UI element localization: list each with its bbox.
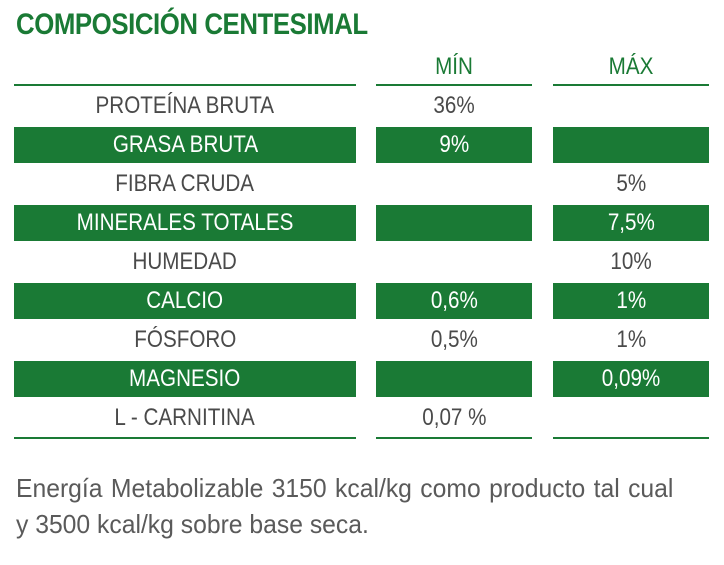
- row-max-value-text: 5%: [616, 170, 646, 197]
- row-min-value: [376, 166, 532, 202]
- row-label: FÓSFORO: [14, 322, 356, 358]
- row-min-value-text: 0,5%: [430, 326, 478, 353]
- row-min-value: 9%: [376, 127, 532, 163]
- divider-max-col-bottom: [553, 437, 709, 439]
- row-min-value-text: 9%: [439, 131, 469, 158]
- row-min-value: [376, 244, 532, 280]
- row-max-value-text: 0,09%: [601, 365, 661, 392]
- row-min-value: 36%: [376, 88, 532, 124]
- row-max-value-text: 1%: [616, 287, 646, 314]
- column-header-max: MÁX: [608, 53, 654, 80]
- row-max-value-text: 1%: [616, 326, 646, 353]
- divider-min-col: [376, 84, 532, 86]
- row-label-text: GRASA BRUTA: [112, 131, 258, 158]
- row-min-value-text: 0,07 %: [421, 404, 487, 431]
- row-max-value: [553, 88, 709, 124]
- row-label: PROTEÍNA BRUTA: [14, 88, 356, 124]
- energy-note: Energía Metabolizable 3150 kcal/kg como …: [16, 473, 674, 539]
- row-max-value: 0,09%: [553, 361, 709, 397]
- row-label-text: PROTEÍNA BRUTA: [95, 92, 275, 119]
- row-label-text: FIBRA CRUDA: [115, 170, 255, 197]
- divider-min-col-bottom: [376, 437, 532, 439]
- row-label-text: HUMEDAD: [132, 248, 238, 275]
- row-min-value-text: 36%: [433, 92, 475, 119]
- row-min-value-text: 0,6%: [430, 287, 478, 314]
- row-label: FIBRA CRUDA: [14, 166, 356, 202]
- row-max-value-text: 7,5%: [607, 209, 655, 236]
- row-label: CALCIO: [14, 283, 356, 319]
- row-label-text: CALCIO: [146, 287, 224, 314]
- row-label: MINERALES TOTALES: [14, 205, 356, 241]
- row-min-value: [376, 361, 532, 397]
- row-min-value: [376, 205, 532, 241]
- row-label: HUMEDAD: [14, 244, 356, 280]
- row-label: MAGNESIO: [14, 361, 356, 397]
- row-label: GRASA BRUTA: [14, 127, 356, 163]
- page-title: COMPOSICIÓN CENTESIMAL: [16, 8, 368, 41]
- row-min-value: 0,07 %: [376, 400, 532, 436]
- row-max-value-text: 10%: [610, 248, 652, 275]
- row-min-value: 0,6%: [376, 283, 532, 319]
- row-label-text: FÓSFORO: [133, 326, 237, 353]
- row-label-text: MAGNESIO: [129, 365, 241, 392]
- divider-label-col: [14, 84, 356, 86]
- row-max-value: 1%: [553, 322, 709, 358]
- row-max-value: 10%: [553, 244, 709, 280]
- row-label-text: L - CARNITINA: [114, 404, 256, 431]
- row-max-value: [553, 127, 709, 163]
- row-max-value: 5%: [553, 166, 709, 202]
- divider-label-col-bottom: [14, 437, 356, 439]
- row-max-value: [553, 400, 709, 436]
- row-label-text: MINERALES TOTALES: [76, 209, 294, 236]
- row-max-value: 7,5%: [553, 205, 709, 241]
- row-label: L - CARNITINA: [14, 400, 356, 436]
- divider-max-col: [553, 84, 709, 86]
- column-header-min: MÍN: [435, 53, 473, 80]
- row-min-value: 0,5%: [376, 322, 532, 358]
- row-max-value: 1%: [553, 283, 709, 319]
